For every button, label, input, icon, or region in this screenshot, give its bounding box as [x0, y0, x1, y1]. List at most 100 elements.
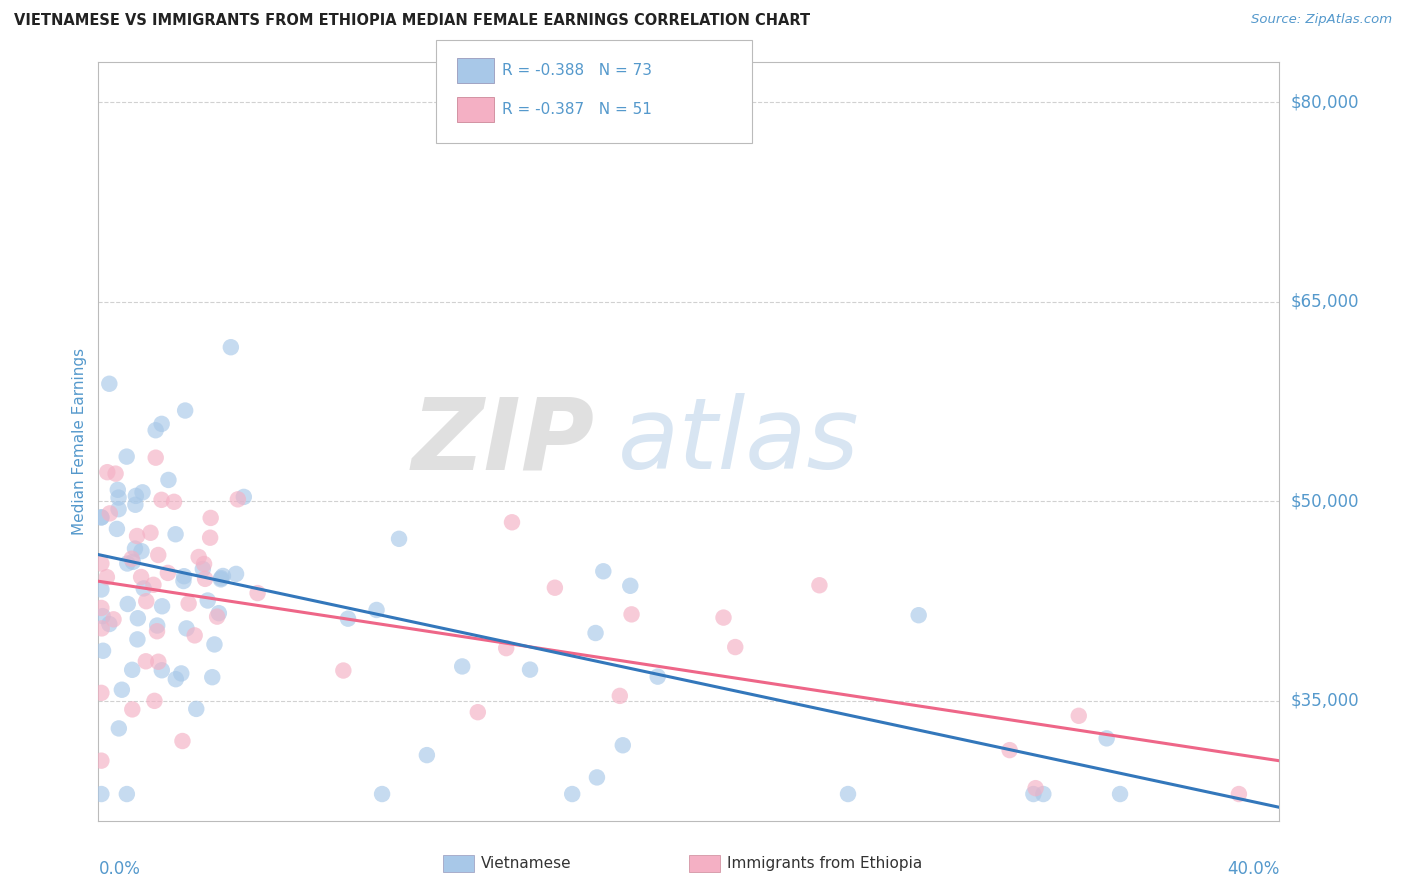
Point	[371, 787, 394, 801]
Point	[127, 632, 149, 647]
Point	[174, 403, 197, 417]
Point	[561, 787, 583, 801]
Point	[125, 529, 148, 543]
Point	[121, 702, 143, 716]
Point	[176, 621, 198, 635]
Point	[107, 502, 129, 516]
Text: atlas: atlas	[619, 393, 859, 490]
Point	[90, 557, 112, 571]
Point	[139, 525, 162, 540]
Text: $80,000: $80,000	[1291, 94, 1360, 112]
Point	[366, 603, 388, 617]
Point	[90, 686, 112, 700]
Point	[172, 734, 194, 748]
Point	[172, 574, 194, 588]
Point	[1022, 787, 1045, 801]
Point	[451, 659, 474, 673]
Point	[115, 450, 138, 464]
Point	[209, 571, 232, 585]
Point	[115, 787, 138, 801]
Point	[205, 609, 228, 624]
Point	[592, 564, 614, 578]
Point	[226, 492, 249, 507]
Point	[103, 612, 125, 626]
Point	[122, 555, 145, 569]
Point	[612, 738, 634, 752]
Text: $50,000: $50,000	[1291, 492, 1360, 510]
Point	[107, 483, 129, 497]
Point	[1109, 787, 1132, 801]
Point	[212, 569, 235, 583]
Point	[98, 376, 121, 391]
Point	[416, 748, 439, 763]
Point	[163, 495, 186, 509]
Point	[124, 541, 146, 556]
Point	[117, 597, 139, 611]
Point	[107, 491, 129, 505]
Text: Vietnamese: Vietnamese	[481, 856, 571, 871]
Point	[173, 569, 195, 583]
Text: ZIP: ZIP	[412, 393, 595, 490]
Point	[132, 582, 155, 596]
Point	[201, 670, 224, 684]
Y-axis label: Median Female Earnings: Median Female Earnings	[72, 348, 87, 535]
Point	[98, 617, 121, 632]
Point	[131, 544, 153, 558]
Point	[998, 743, 1021, 757]
Point	[332, 664, 354, 678]
Point	[91, 609, 114, 624]
Text: Immigrants from Ethiopia: Immigrants from Ethiopia	[727, 856, 922, 871]
Point	[219, 340, 242, 354]
Point	[586, 771, 609, 785]
Point	[193, 557, 215, 571]
Point	[200, 511, 222, 525]
Point	[127, 611, 149, 625]
Point	[724, 640, 747, 654]
Point	[225, 566, 247, 581]
Point	[90, 582, 112, 597]
Point	[131, 485, 153, 500]
Point	[98, 507, 121, 521]
Point	[197, 593, 219, 607]
Point	[145, 423, 167, 437]
Point	[183, 628, 205, 642]
Point	[388, 532, 411, 546]
Point	[837, 787, 859, 801]
Point	[1227, 787, 1250, 801]
Point	[1032, 787, 1054, 801]
Point	[96, 465, 118, 479]
Point	[90, 510, 112, 524]
Point	[105, 522, 128, 536]
Point	[208, 606, 231, 620]
Point	[204, 637, 226, 651]
Point	[90, 754, 112, 768]
Point	[544, 581, 567, 595]
Point	[619, 579, 641, 593]
Point	[246, 586, 269, 600]
Point	[165, 672, 187, 686]
Text: $35,000: $35,000	[1291, 692, 1360, 710]
Text: 40.0%: 40.0%	[1227, 860, 1279, 878]
Point	[808, 578, 831, 592]
Point	[117, 557, 139, 571]
Text: Source: ZipAtlas.com: Source: ZipAtlas.com	[1251, 13, 1392, 27]
Point	[156, 566, 179, 580]
Point	[495, 641, 517, 656]
Point	[1025, 781, 1047, 796]
Point	[135, 654, 157, 668]
Text: $65,000: $65,000	[1291, 293, 1360, 311]
Point	[191, 562, 214, 576]
Point	[585, 626, 607, 640]
Point	[150, 663, 173, 677]
Point	[90, 510, 112, 524]
Point	[90, 787, 112, 801]
Point	[150, 492, 173, 507]
Text: 0.0%: 0.0%	[98, 860, 141, 878]
Point	[121, 551, 143, 566]
Point	[713, 610, 735, 624]
Point	[647, 670, 669, 684]
Point	[187, 549, 209, 564]
Point	[90, 621, 112, 635]
Point	[501, 516, 523, 530]
Point	[148, 655, 170, 669]
